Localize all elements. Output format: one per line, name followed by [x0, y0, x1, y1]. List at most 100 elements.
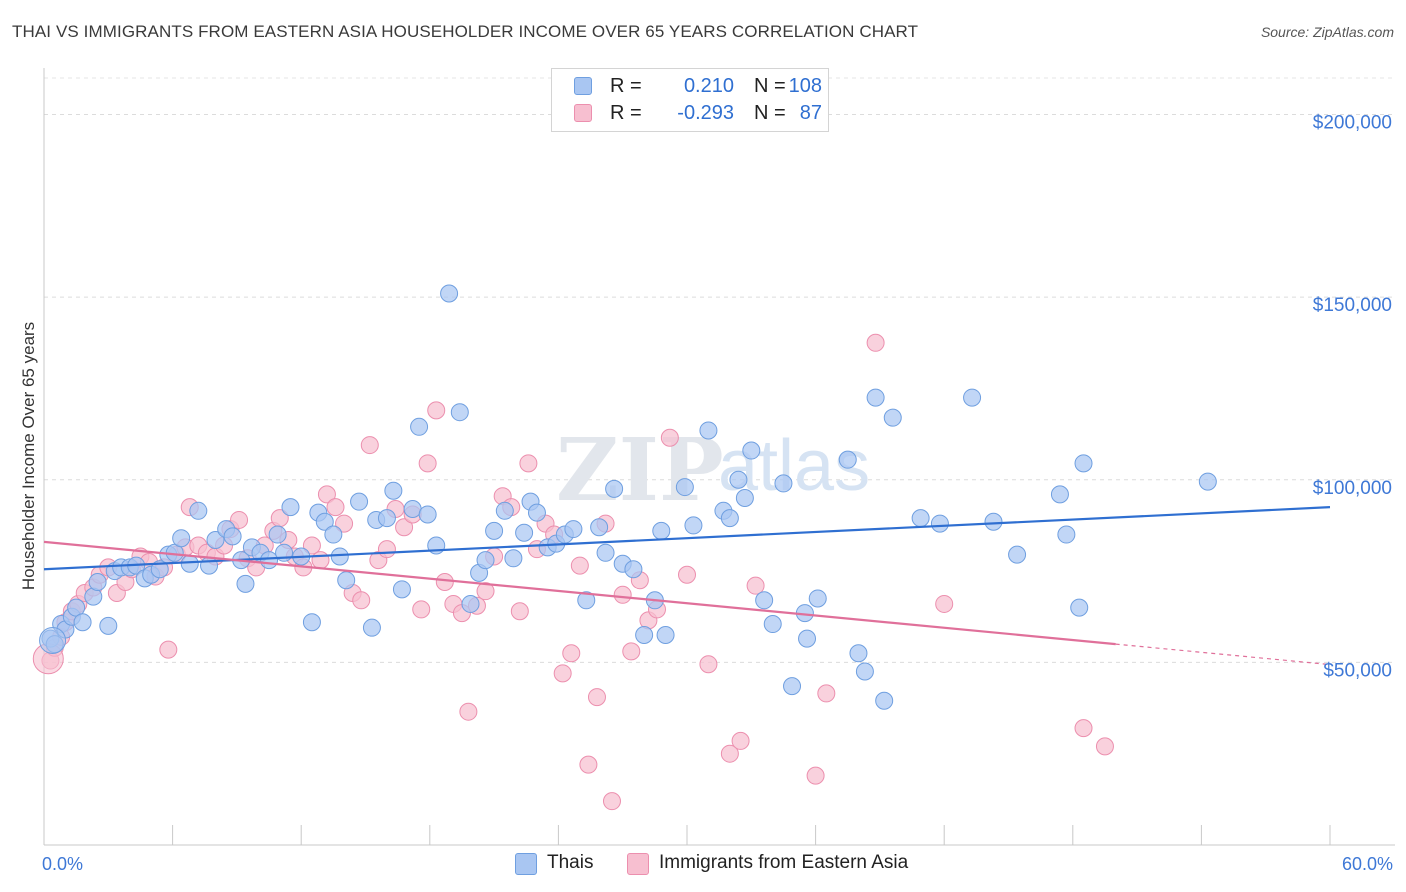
thais-point: [223, 527, 242, 546]
thais-point: [440, 284, 459, 303]
thais-point: [564, 520, 583, 539]
immigrants-point: [660, 428, 679, 447]
immigrants-point: [317, 485, 336, 504]
trend-lines: [43, 506, 1331, 666]
thais-point: [515, 523, 534, 542]
thais-point: [783, 677, 802, 696]
thais-point: [590, 518, 609, 537]
thais-point: [281, 498, 300, 517]
immigrants-point: [587, 688, 606, 707]
legend-swatch-thais: [574, 77, 592, 95]
immigrants-point: [459, 702, 478, 721]
bottom-legend-swatch-thais: [515, 853, 537, 875]
thais-point: [808, 589, 827, 608]
thais-point: [180, 554, 199, 573]
thais-point: [675, 478, 694, 497]
thais-point: [324, 525, 343, 544]
thais-point: [39, 626, 67, 654]
thais-point: [99, 616, 118, 635]
thais-point: [798, 629, 817, 648]
immigrants-point: [866, 333, 885, 352]
immigrants-point: [412, 600, 431, 619]
thais-point: [984, 512, 1003, 531]
thais-point: [350, 492, 369, 511]
x-tick-label: 60.0%: [1342, 854, 1393, 874]
legend-n-label: N =: [754, 75, 786, 97]
thais-point: [377, 509, 396, 528]
thais-point: [596, 543, 615, 562]
immigrants-point: [622, 642, 641, 661]
y-axis-label: Householder Income Over 65 years: [19, 322, 38, 590]
thais-point: [1050, 485, 1069, 504]
immigrants-point: [519, 454, 538, 473]
x-tick-labels: 0.0% 60.0%: [42, 854, 1393, 874]
thais-point: [624, 560, 643, 579]
immigrants-point: [579, 755, 598, 774]
thais-point: [1008, 545, 1027, 564]
immigrants-point: [159, 640, 178, 659]
immigrants-point: [553, 664, 572, 683]
x-tick-label: 0.0%: [42, 854, 83, 874]
thais-point: [577, 591, 596, 610]
thais-point: [73, 613, 92, 632]
immigrants-point: [935, 594, 954, 613]
legend-n-value: 108: [788, 75, 822, 97]
y-tick-labels: $50,000 $100,000 $150,000 $200,000: [1313, 113, 1392, 682]
thais-point: [384, 481, 403, 500]
immigrants-point: [352, 591, 371, 610]
thais-point: [699, 421, 718, 440]
immigrants-point: [476, 582, 495, 601]
thais-point: [206, 531, 225, 550]
immigrants-point: [699, 655, 718, 674]
thais-point: [735, 489, 754, 508]
thais-point: [652, 521, 671, 540]
immigrants-point: [817, 684, 836, 703]
immigrants-point: [562, 644, 581, 663]
thais-point: [495, 501, 514, 520]
thais-point: [838, 450, 857, 469]
thais-point: [450, 403, 469, 422]
thais-point: [476, 551, 495, 570]
y-tick-label: $50,000: [1323, 660, 1392, 681]
thais-point: [418, 505, 437, 524]
thais-point: [260, 551, 279, 570]
immigrants-point: [395, 518, 414, 537]
thais-point: [403, 499, 422, 518]
immigrants-trend-line: [43, 540, 1116, 646]
immigrants-point: [720, 744, 739, 763]
immigrants-trend-extension: [1115, 643, 1331, 666]
legend-r-value: -0.293: [677, 102, 734, 124]
thais-point: [930, 514, 949, 533]
thais-point: [1057, 525, 1076, 544]
immigrants-point: [427, 401, 446, 420]
thais-point: [337, 571, 356, 590]
y-tick-label: $100,000: [1313, 478, 1392, 499]
immigrants-points: [32, 333, 1114, 811]
thais-point: [362, 618, 381, 637]
bottom-legend-label-immigrants: Immigrants from Eastern Asia: [659, 852, 909, 873]
immigrants-point: [326, 498, 345, 517]
axes: [43, 68, 1395, 846]
thais-point: [302, 613, 321, 632]
immigrants-point: [435, 573, 454, 592]
thais-point: [684, 516, 703, 535]
thais-point: [763, 615, 782, 634]
thais-point: [855, 662, 874, 681]
thais-point: [883, 408, 902, 427]
thais-point: [527, 503, 546, 522]
thais-point: [88, 573, 107, 592]
immigrants-point: [746, 576, 765, 595]
thais-point: [189, 501, 208, 520]
y-tick-label: $150,000: [1313, 295, 1392, 316]
immigrants-point: [418, 454, 437, 473]
thais-point: [875, 691, 894, 710]
thais-point: [392, 580, 411, 599]
immigrants-point: [1074, 719, 1093, 738]
thais-point: [1074, 454, 1093, 473]
thais-point: [963, 388, 982, 407]
immigrants-point: [335, 514, 354, 533]
thais-point: [911, 509, 930, 528]
immigrants-point: [1095, 737, 1114, 756]
immigrants-point: [377, 540, 396, 559]
